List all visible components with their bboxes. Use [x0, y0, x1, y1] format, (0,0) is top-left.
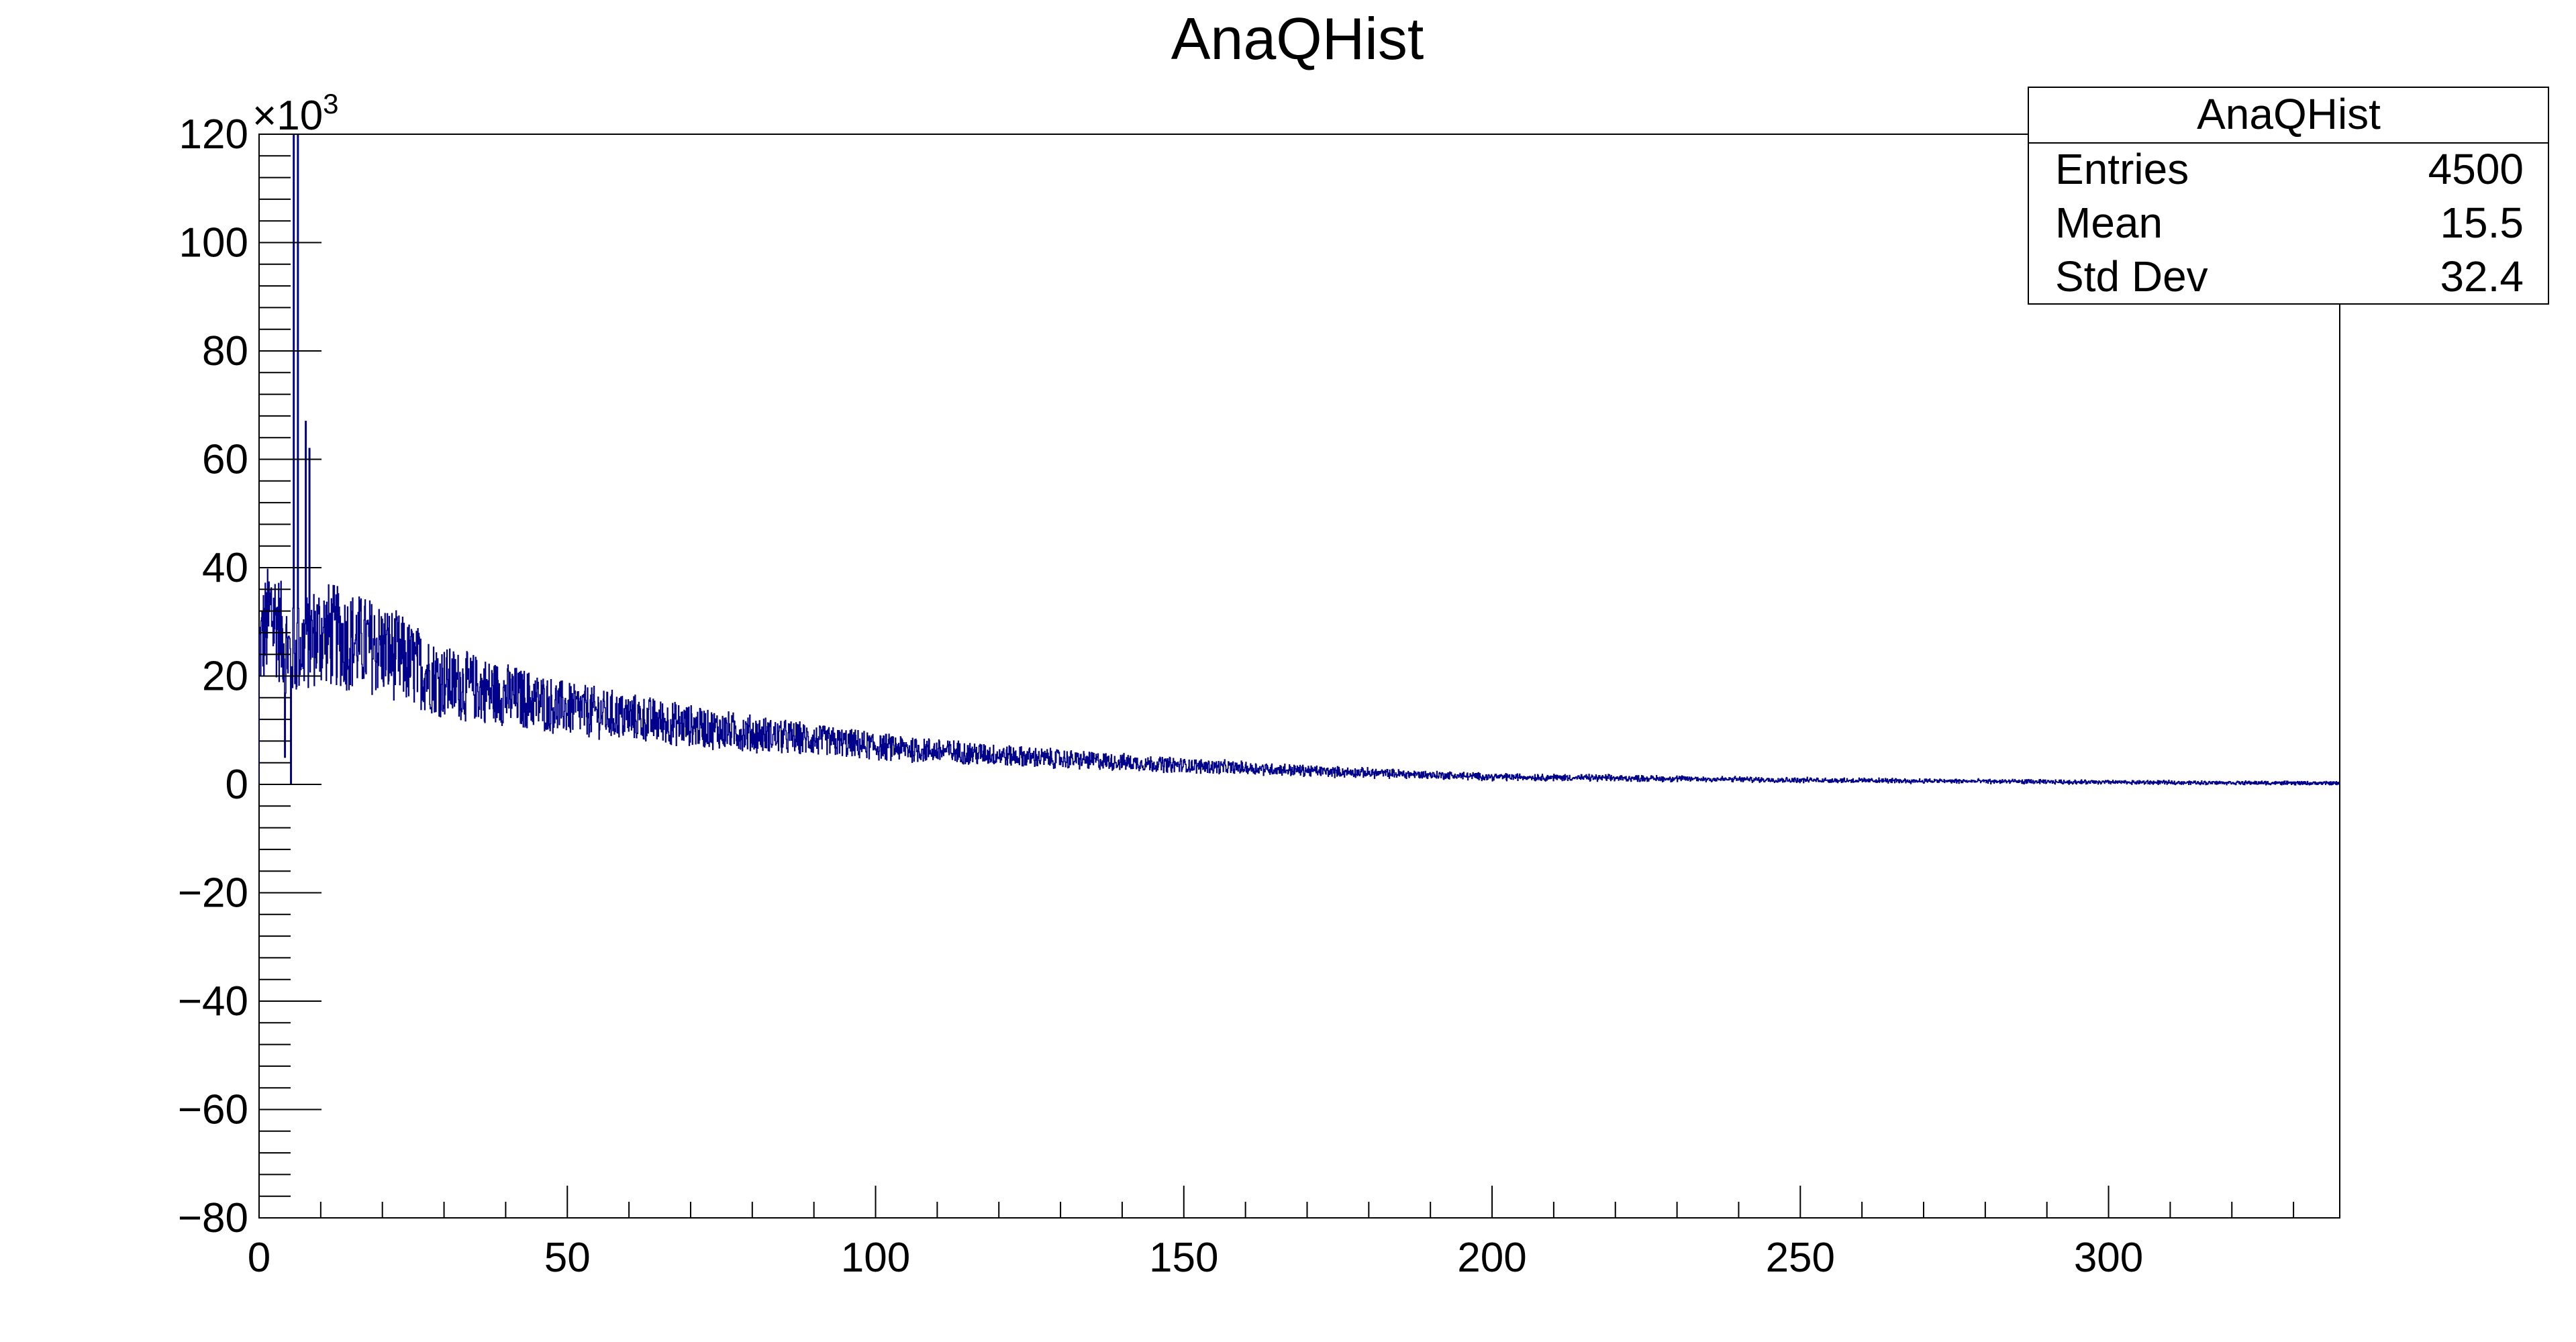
x-tick-label: 100: [841, 1235, 910, 1281]
x-tick-label: 150: [1149, 1235, 1218, 1281]
y-axis: −80 −60 −40 −20 0 20 40 60 80 100 120: [178, 111, 321, 1241]
x-tick-label: 0: [248, 1235, 270, 1281]
stats-box-title: AnaQHist: [2197, 90, 2381, 138]
y-tick-label: 120: [179, 111, 248, 158]
y-tick-label: −80: [178, 1195, 248, 1241]
y-tick-label: 60: [202, 437, 248, 483]
x-tick-label: 50: [544, 1235, 591, 1281]
x-tick-label: 300: [2074, 1235, 2143, 1281]
y-tick-label: 80: [202, 328, 248, 374]
svg-text:×103: ×103: [252, 88, 339, 139]
stats-value-entries: 4500: [2428, 145, 2524, 193]
x-tick-label: 200: [1457, 1235, 1526, 1281]
stats-label-entries: Entries: [2055, 145, 2189, 193]
y-tick-label: −60: [178, 1087, 248, 1133]
stats-box: AnaQHist Entries 4500 Mean 15.5 Std Dev …: [2028, 87, 2549, 305]
stats-label-std-dev: Std Dev: [2055, 252, 2208, 301]
y-tick-label: 20: [202, 654, 248, 700]
y-tick-label: 40: [202, 545, 248, 591]
chart-title: AnaQHist: [1171, 5, 1424, 72]
y-tick-label: −20: [178, 870, 248, 917]
stats-value-mean: 15.5: [2440, 199, 2524, 247]
y-exponent-power: 3: [323, 88, 338, 119]
y-axis-exponent: ×103: [252, 88, 339, 139]
y-exponent-base: ×10: [252, 93, 323, 139]
y-tick-label: 0: [226, 762, 248, 808]
y-tick-label: 100: [179, 220, 248, 266]
x-tick-label: 250: [1766, 1235, 1835, 1281]
stats-box-frame: [2028, 87, 2549, 305]
histogram-series: [258, 134, 2340, 786]
stats-value-std-dev: 32.4: [2440, 252, 2524, 301]
x-axis: 0 50 100 150 200 250 300: [248, 1186, 2295, 1281]
y-tick-label: −40: [178, 978, 248, 1025]
stats-label-mean: Mean: [2055, 199, 2163, 247]
histogram-series-line: [258, 134, 2340, 786]
